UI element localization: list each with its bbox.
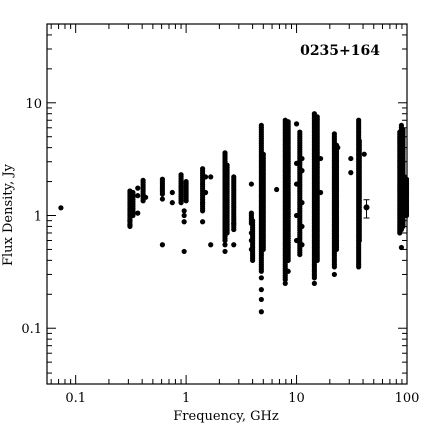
data-point (361, 151, 367, 157)
data-point (135, 185, 141, 191)
data-point (400, 223, 406, 230)
data-point (299, 168, 305, 174)
y-axis-title: Flux Density, Jy (1, 163, 16, 266)
data-point (199, 219, 206, 225)
data-point (335, 145, 341, 151)
data-point (258, 296, 264, 303)
data-point (231, 220, 237, 227)
error-bar-marker (363, 204, 370, 211)
data-point (356, 237, 362, 244)
data-point (222, 237, 228, 244)
data-point (159, 191, 166, 197)
data-point (348, 155, 354, 162)
data-point (231, 242, 237, 248)
data-point (159, 242, 166, 248)
x-axis-title: Frequency, GHz (173, 409, 279, 424)
data-point (222, 242, 228, 248)
data-point (224, 230, 230, 236)
data-point (181, 212, 187, 219)
data-point (331, 271, 337, 278)
x-tick-label: 10 (288, 391, 305, 406)
data-point (299, 155, 305, 162)
data-point (258, 287, 264, 293)
data-point (202, 174, 209, 180)
data-point (181, 219, 187, 225)
data-point (299, 242, 305, 248)
data-point (258, 268, 264, 274)
data-point (317, 189, 324, 196)
data-point (311, 280, 317, 286)
x-tick-label: 100 (395, 391, 420, 406)
y-tick-label: 1 (34, 210, 42, 225)
data-point (274, 186, 280, 193)
data-point (202, 189, 209, 196)
data-point (403, 212, 410, 219)
data-point (311, 275, 317, 281)
x-tick-label: 0.1 (65, 391, 86, 406)
data-point (258, 309, 264, 315)
data-point (331, 264, 337, 270)
source-name-label: 0235+164 (300, 43, 380, 59)
data-point (398, 244, 405, 251)
data-point (208, 174, 214, 180)
data-point (183, 198, 189, 204)
data-point (285, 268, 291, 274)
data-point (178, 184, 184, 190)
data-point (299, 223, 305, 230)
y-axis-ticks: 0.1 1 10 (21, 23, 407, 374)
data-point (299, 200, 305, 206)
data-point (260, 246, 266, 253)
data-point (222, 248, 228, 255)
data-point (181, 248, 187, 255)
data-point (199, 200, 206, 206)
data-point (127, 218, 133, 224)
data-point (333, 246, 340, 253)
error-bar-point (363, 199, 370, 219)
data-point (127, 222, 133, 228)
data-point (348, 170, 354, 176)
data-point (178, 200, 184, 206)
x-axis-ticks: 0.1 1 10 100 (50, 24, 420, 406)
data-point (208, 242, 214, 248)
data-point (314, 257, 320, 263)
data-point (159, 196, 166, 202)
data-point (317, 155, 324, 162)
data-point (135, 193, 141, 199)
data-point (130, 210, 136, 216)
data-point (258, 275, 264, 281)
data-point (135, 210, 141, 216)
data-point (58, 205, 64, 211)
data-point (293, 121, 300, 127)
data-points (58, 111, 410, 315)
data-point (282, 276, 288, 283)
data-point (285, 257, 291, 263)
y-tick-label: 0.1 (21, 322, 42, 337)
x-tick-label: 1 (182, 391, 190, 406)
data-point (248, 181, 254, 187)
data-point (181, 208, 187, 214)
data-point (169, 200, 175, 206)
data-point (282, 280, 288, 286)
data-point (356, 264, 362, 270)
y-tick-label: 10 (25, 97, 42, 112)
data-point (297, 251, 303, 258)
data-point (169, 189, 175, 196)
data-point (250, 257, 256, 263)
data-point (143, 194, 149, 200)
data-point (199, 208, 206, 214)
data-point (231, 226, 237, 233)
